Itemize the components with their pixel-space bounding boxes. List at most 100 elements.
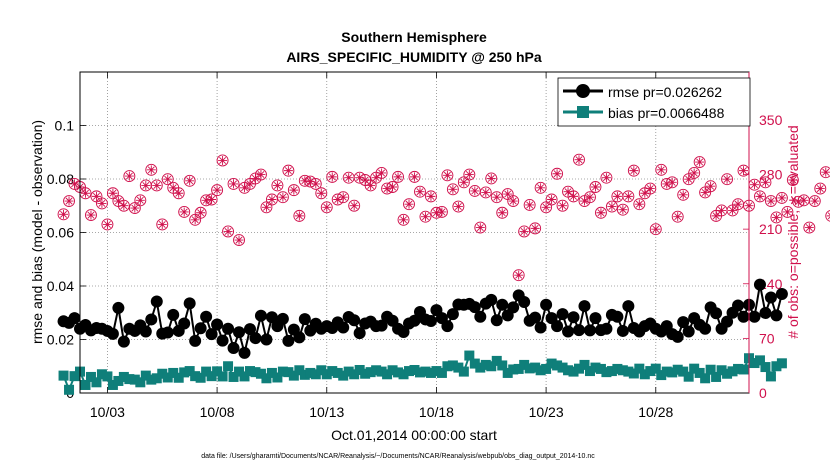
evaluated-point bbox=[124, 171, 134, 181]
possible-point bbox=[704, 180, 717, 193]
rmse-point bbox=[139, 325, 152, 338]
evaluated-point bbox=[278, 192, 288, 202]
bias-point bbox=[212, 366, 223, 377]
rmse-point bbox=[507, 301, 520, 314]
bias-point bbox=[667, 367, 678, 378]
evaluated-point bbox=[442, 170, 452, 180]
bias-point bbox=[634, 363, 645, 374]
evaluated-point bbox=[601, 173, 611, 183]
evaluated-point bbox=[547, 194, 557, 204]
bias-point bbox=[404, 366, 415, 377]
bias-point bbox=[124, 374, 135, 385]
bias-point bbox=[623, 366, 634, 377]
bias-point bbox=[612, 363, 623, 374]
evaluated-point bbox=[771, 212, 781, 222]
possible-point bbox=[463, 168, 476, 181]
bias-point bbox=[195, 372, 206, 383]
bias-point bbox=[201, 366, 212, 377]
evaluated-point bbox=[174, 188, 184, 198]
rmse-point bbox=[529, 311, 542, 324]
y2-tick-label: 280 bbox=[759, 167, 783, 183]
possible-point bbox=[183, 174, 196, 187]
rmse-point bbox=[222, 322, 235, 335]
evaluated-point bbox=[497, 208, 507, 218]
rmse-point bbox=[732, 299, 745, 312]
evaluated-point bbox=[749, 180, 759, 190]
evaluated-point bbox=[651, 224, 661, 234]
evaluated-point bbox=[799, 195, 809, 205]
bias-point bbox=[102, 371, 113, 382]
possible-point bbox=[178, 206, 191, 218]
evaluated-point bbox=[684, 174, 694, 184]
bias-point bbox=[398, 369, 409, 380]
bias-point bbox=[628, 368, 639, 379]
evaluated-point bbox=[229, 179, 239, 189]
bias-point bbox=[771, 361, 782, 372]
rmse-point bbox=[161, 326, 174, 339]
bias-point bbox=[261, 373, 272, 384]
possible-point bbox=[693, 156, 706, 168]
possible-point bbox=[507, 195, 520, 208]
possible-point bbox=[474, 221, 487, 234]
evaluated-point bbox=[240, 183, 250, 193]
possible-point bbox=[518, 225, 531, 238]
bias-point bbox=[541, 363, 552, 374]
rmse-point bbox=[490, 314, 503, 327]
bias-point bbox=[135, 377, 146, 388]
rmse-point bbox=[540, 298, 553, 311]
possible-point bbox=[57, 208, 70, 221]
possible-point bbox=[452, 200, 465, 213]
evaluated-point bbox=[163, 174, 173, 184]
bias-point bbox=[601, 367, 612, 378]
bias-point bbox=[80, 379, 91, 390]
evaluated-point bbox=[399, 215, 409, 225]
footer-data-file: data file: /Users/gharamti/Documents/NCA… bbox=[201, 453, 595, 460]
possible-point bbox=[616, 203, 629, 216]
bias-point bbox=[760, 362, 771, 373]
rmse-point bbox=[205, 328, 218, 341]
possible-point bbox=[551, 167, 564, 180]
evaluated-point bbox=[486, 173, 496, 183]
y2-tick-label: 70 bbox=[759, 330, 775, 346]
possible-point bbox=[786, 174, 799, 186]
rmse-point bbox=[474, 310, 487, 323]
evaluated-point bbox=[305, 177, 315, 187]
bias-point bbox=[184, 366, 195, 377]
evaluated-point bbox=[645, 184, 655, 194]
possible-point bbox=[315, 187, 328, 200]
evaluated-point bbox=[733, 199, 743, 209]
bias-point bbox=[617, 365, 628, 376]
rmse-point bbox=[106, 327, 119, 340]
bias-point bbox=[157, 368, 168, 379]
evaluated-point bbox=[717, 205, 727, 215]
evaluated-point bbox=[80, 188, 90, 198]
rmse-point bbox=[583, 324, 596, 337]
rmse-point bbox=[671, 330, 684, 343]
bias-point bbox=[376, 366, 387, 377]
bias-point bbox=[206, 371, 217, 382]
evaluated-point bbox=[453, 202, 463, 212]
rmse-point bbox=[710, 307, 723, 320]
bias-point bbox=[371, 365, 382, 376]
rmse-point bbox=[353, 327, 366, 340]
evaluated-point bbox=[245, 179, 255, 189]
evaluated-point bbox=[810, 196, 820, 206]
evaluated-point bbox=[64, 196, 74, 206]
bias-point bbox=[524, 363, 535, 374]
bias-point bbox=[749, 358, 760, 369]
possible-point bbox=[534, 181, 547, 194]
possible-point bbox=[403, 198, 415, 211]
bias-point bbox=[700, 373, 711, 384]
evaluated-point bbox=[634, 199, 644, 209]
evaluated-point bbox=[404, 199, 414, 209]
evaluated-point bbox=[536, 183, 546, 193]
rmse-point bbox=[298, 313, 311, 326]
evaluated-point bbox=[119, 201, 129, 211]
bias-point bbox=[639, 369, 650, 380]
bias-point bbox=[475, 362, 486, 373]
evaluated-point bbox=[464, 170, 474, 180]
bias-point bbox=[140, 370, 151, 381]
bias-point bbox=[480, 359, 491, 370]
evaluated-point bbox=[777, 193, 787, 203]
y-tick-label: 0.1 bbox=[55, 118, 75, 134]
